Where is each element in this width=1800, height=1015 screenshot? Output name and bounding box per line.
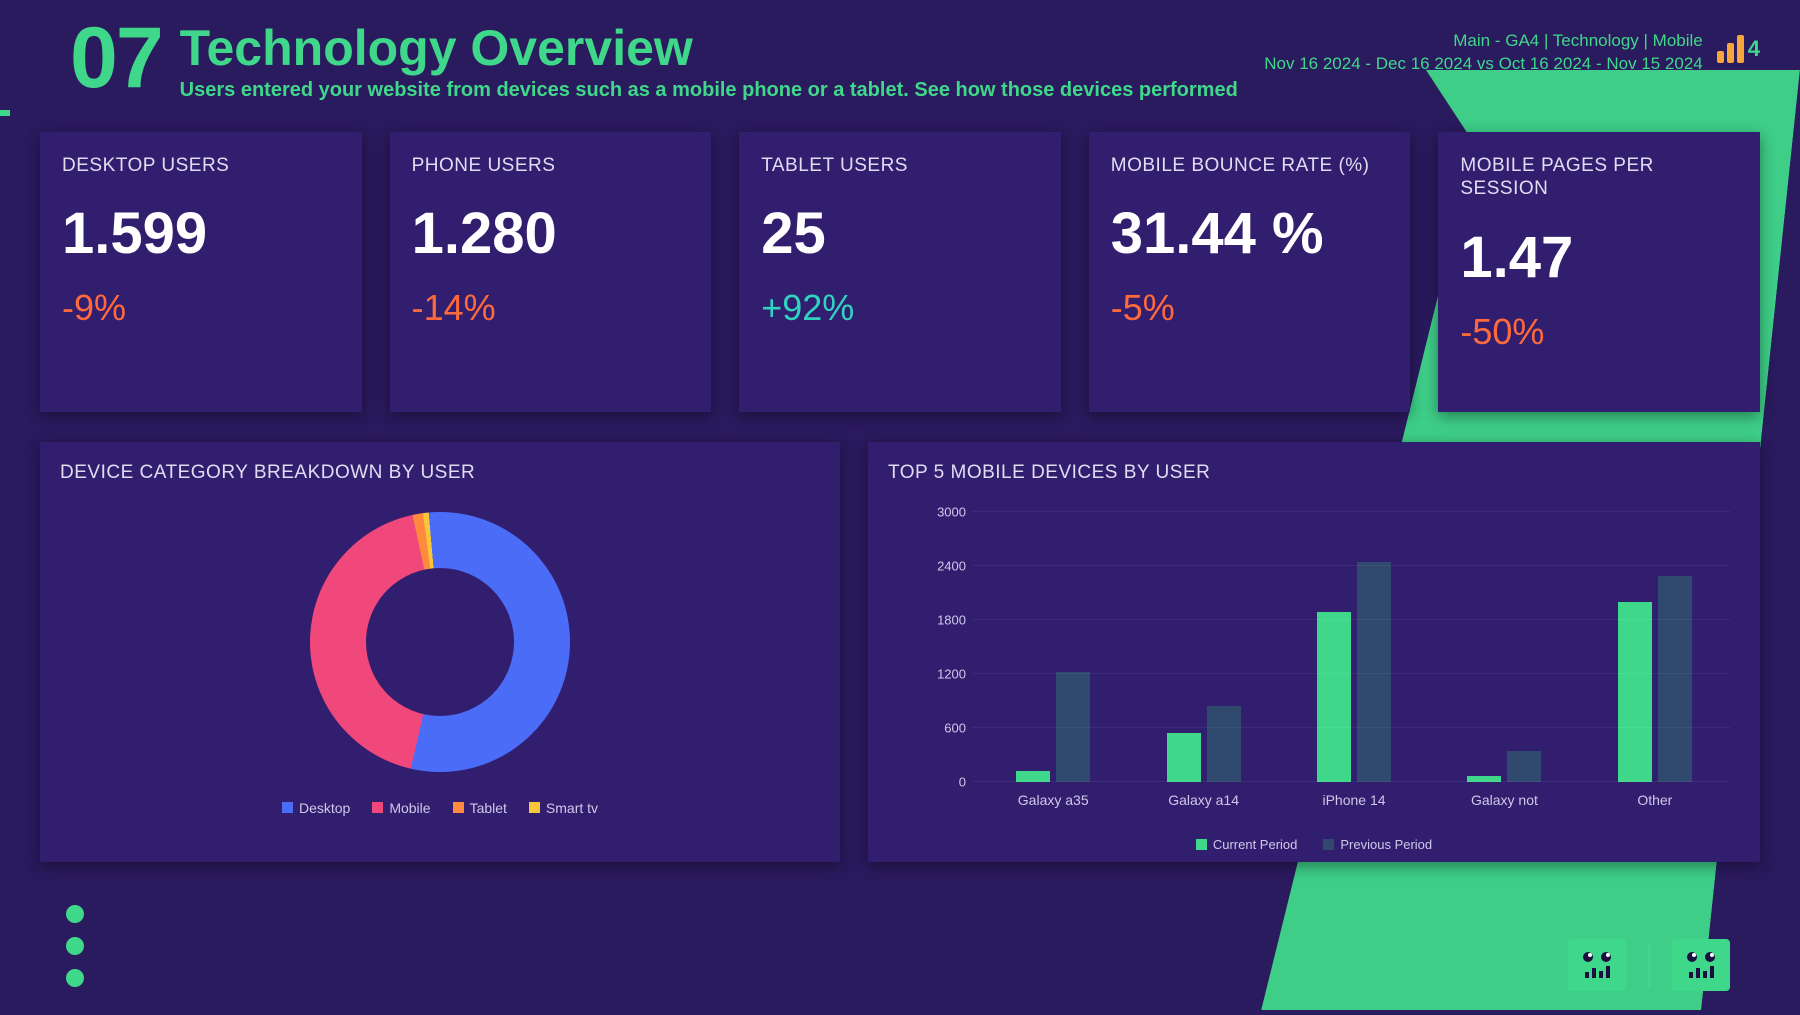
donut-chart-title: DEVICE CATEGORY BREAKDOWN BY USER <box>60 462 820 484</box>
mascot-icon[interactable] <box>1672 939 1730 991</box>
kpi-value: 31.44 % <box>1111 205 1389 263</box>
page-title: Technology Overview <box>180 22 1238 75</box>
legend-swatch-icon <box>1323 839 1334 850</box>
page-dots <box>66 905 84 987</box>
y-tick-label: 2400 <box>918 558 966 573</box>
kpi-value: 25 <box>761 205 1039 263</box>
top-devices-card: TOP 5 MOBILE DEVICES BY USER 0 600 1200 180… <box>868 442 1760 862</box>
x-axis-label: iPhone 14 <box>1279 792 1429 808</box>
legend-label: Previous Period <box>1340 837 1432 852</box>
mascot-icon[interactable] <box>1568 939 1626 991</box>
y-tick-label: 1200 <box>918 666 966 681</box>
grid-line <box>972 781 1730 782</box>
y-tick-label: 1800 <box>918 612 966 627</box>
kpi-card: TABLET USERS 25 +92% <box>739 132 1061 412</box>
kpi-delta: +92% <box>761 287 1039 329</box>
kpi-label: DESKTOP USERS <box>62 154 340 178</box>
breadcrumb: Main - GA4 | Technology | Mobile <box>1264 30 1703 53</box>
grid-line <box>972 565 1730 566</box>
kpi-label: MOBILE BOUNCE RATE (%) <box>1111 154 1389 178</box>
analytics-logo-icon: 4 <box>1717 30 1760 64</box>
footer-icons <box>1568 939 1730 991</box>
donut-legend: Desktop Mobile Tablet Smart tv <box>282 800 598 816</box>
legend-label: Current Period <box>1213 837 1298 852</box>
legend-item: Current Period <box>1196 837 1298 852</box>
kpi-label: PHONE USERS <box>412 154 690 178</box>
x-axis-label: Galaxy not <box>1429 792 1579 808</box>
kpi-row: DESKTOP USERS 1.599 -9% PHONE USERS 1.280 -14… <box>0 112 1800 412</box>
kpi-value: 1.47 <box>1460 229 1738 287</box>
legend-swatch-icon <box>282 802 293 813</box>
legend-item: Tablet <box>453 800 507 816</box>
bar <box>1207 706 1241 782</box>
legend-item: Desktop <box>282 800 350 816</box>
bar <box>1317 612 1351 781</box>
bar <box>1618 602 1652 782</box>
legend-swatch-icon <box>453 802 464 813</box>
y-tick-label: 0 <box>918 774 966 789</box>
y-tick-label: 600 <box>918 720 966 735</box>
logo-suffix: 4 <box>1748 34 1760 64</box>
bar-chart-plot: Galaxy a35Galaxy a14iPhone 14Galaxy notO… <box>978 512 1730 782</box>
kpi-delta: -9% <box>62 287 340 329</box>
donut-chart <box>310 512 570 772</box>
bar-chart-y-axis: 06001200180024003000 <box>918 512 972 782</box>
y-tick-label: 3000 <box>918 504 966 519</box>
page-header: 07 Technology Overview Users entered you… <box>0 0 1800 112</box>
bar-chart: 06001200180024003000 Galaxy a35Galaxy a1… <box>918 512 1730 782</box>
bar-chart-title: TOP 5 MOBILE DEVICES BY USER <box>888 462 1740 484</box>
x-axis-label: Other <box>1580 792 1730 808</box>
legend-swatch-icon <box>529 802 540 813</box>
grid-line <box>972 727 1730 728</box>
date-range: Nov 16 2024 - Dec 16 2024 vs Oct 16 2024… <box>1264 53 1703 76</box>
bar <box>1507 751 1541 782</box>
bar-group: Other <box>1580 512 1730 782</box>
charts-row: DEVICE CATEGORY BREAKDOWN BY USER Deskto… <box>0 412 1800 862</box>
kpi-value: 1.599 <box>62 205 340 263</box>
kpi-card: PHONE USERS 1.280 -14% <box>390 132 712 412</box>
page-subtitle: Users entered your website from devices … <box>180 79 1238 102</box>
legend-item: Previous Period <box>1323 837 1432 852</box>
kpi-card: MOBILE BOUNCE RATE (%) 31.44 % -5% <box>1089 132 1411 412</box>
page-number: 07 <box>70 22 162 95</box>
kpi-label: MOBILE PAGES PER SESSION <box>1460 154 1738 202</box>
dot-icon <box>66 937 84 955</box>
bar <box>1658 576 1692 781</box>
bar-group: Galaxy a14 <box>1128 512 1278 782</box>
legend-label: Mobile <box>389 800 430 816</box>
bar-group: Galaxy a35 <box>978 512 1128 782</box>
legend-label: Smart tv <box>546 800 598 816</box>
legend-item: Smart tv <box>529 800 598 816</box>
grid-line <box>972 673 1730 674</box>
device-category-card: DEVICE CATEGORY BREAKDOWN BY USER Deskto… <box>40 442 840 862</box>
bar <box>1167 733 1201 782</box>
grid-line <box>972 619 1730 620</box>
kpi-card: DESKTOP USERS 1.599 -9% <box>40 132 362 412</box>
kpi-card: MOBILE PAGES PER SESSION 1.47 -50% <box>1438 132 1760 412</box>
x-axis-label: Galaxy a35 <box>978 792 1128 808</box>
legend-label: Desktop <box>299 800 350 816</box>
kpi-delta: -5% <box>1111 287 1389 329</box>
kpi-delta: -14% <box>412 287 690 329</box>
bar-group: Galaxy not <box>1429 512 1579 782</box>
kpi-value: 1.280 <box>412 205 690 263</box>
legend-label: Tablet <box>470 800 507 816</box>
footer-divider <box>1648 943 1650 987</box>
kpi-delta: -50% <box>1460 311 1738 353</box>
x-axis-label: Galaxy a14 <box>1128 792 1278 808</box>
legend-swatch-icon <box>372 802 383 813</box>
grid-line <box>972 511 1730 512</box>
dot-icon <box>66 905 84 923</box>
legend-swatch-icon <box>1196 839 1207 850</box>
legend-item: Mobile <box>372 800 430 816</box>
dot-icon <box>66 969 84 987</box>
kpi-label: TABLET USERS <box>761 154 1039 178</box>
bar-chart-legend: Current Period Previous Period <box>868 837 1760 852</box>
bar-group: iPhone 14 <box>1279 512 1429 782</box>
